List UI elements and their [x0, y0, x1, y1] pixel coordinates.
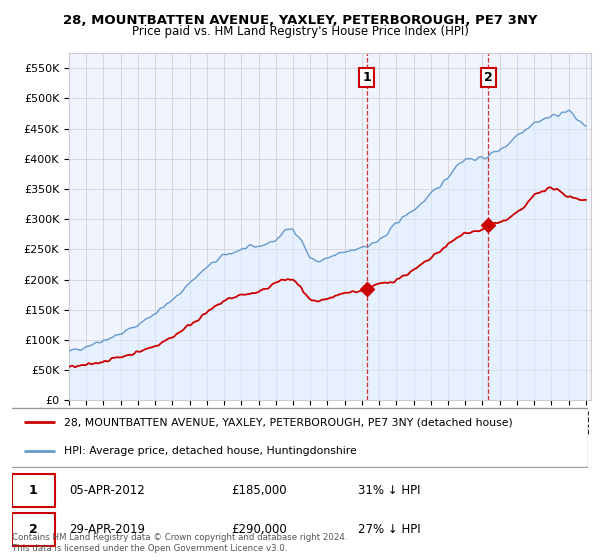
Text: 05-APR-2012: 05-APR-2012: [70, 484, 145, 497]
Text: Contains HM Land Registry data © Crown copyright and database right 2024.
This d: Contains HM Land Registry data © Crown c…: [12, 533, 347, 553]
Text: 2: 2: [29, 522, 38, 536]
Text: 27% ↓ HPI: 27% ↓ HPI: [358, 522, 420, 536]
Text: £185,000: £185,000: [231, 484, 287, 497]
Text: 2: 2: [484, 71, 493, 84]
FancyBboxPatch shape: [12, 474, 55, 507]
Text: 1: 1: [29, 484, 38, 497]
Text: 29-APR-2019: 29-APR-2019: [70, 522, 146, 536]
Text: 1: 1: [362, 71, 371, 84]
Text: 31% ↓ HPI: 31% ↓ HPI: [358, 484, 420, 497]
FancyBboxPatch shape: [12, 512, 55, 546]
Text: HPI: Average price, detached house, Huntingdonshire: HPI: Average price, detached house, Hunt…: [64, 446, 356, 456]
FancyBboxPatch shape: [6, 408, 588, 467]
Text: 28, MOUNTBATTEN AVENUE, YAXLEY, PETERBOROUGH, PE7 3NY (detached house): 28, MOUNTBATTEN AVENUE, YAXLEY, PETERBOR…: [64, 417, 512, 427]
Text: 28, MOUNTBATTEN AVENUE, YAXLEY, PETERBOROUGH, PE7 3NY: 28, MOUNTBATTEN AVENUE, YAXLEY, PETERBOR…: [63, 14, 537, 27]
Text: £290,000: £290,000: [231, 522, 287, 536]
Text: Price paid vs. HM Land Registry's House Price Index (HPI): Price paid vs. HM Land Registry's House …: [131, 25, 469, 38]
